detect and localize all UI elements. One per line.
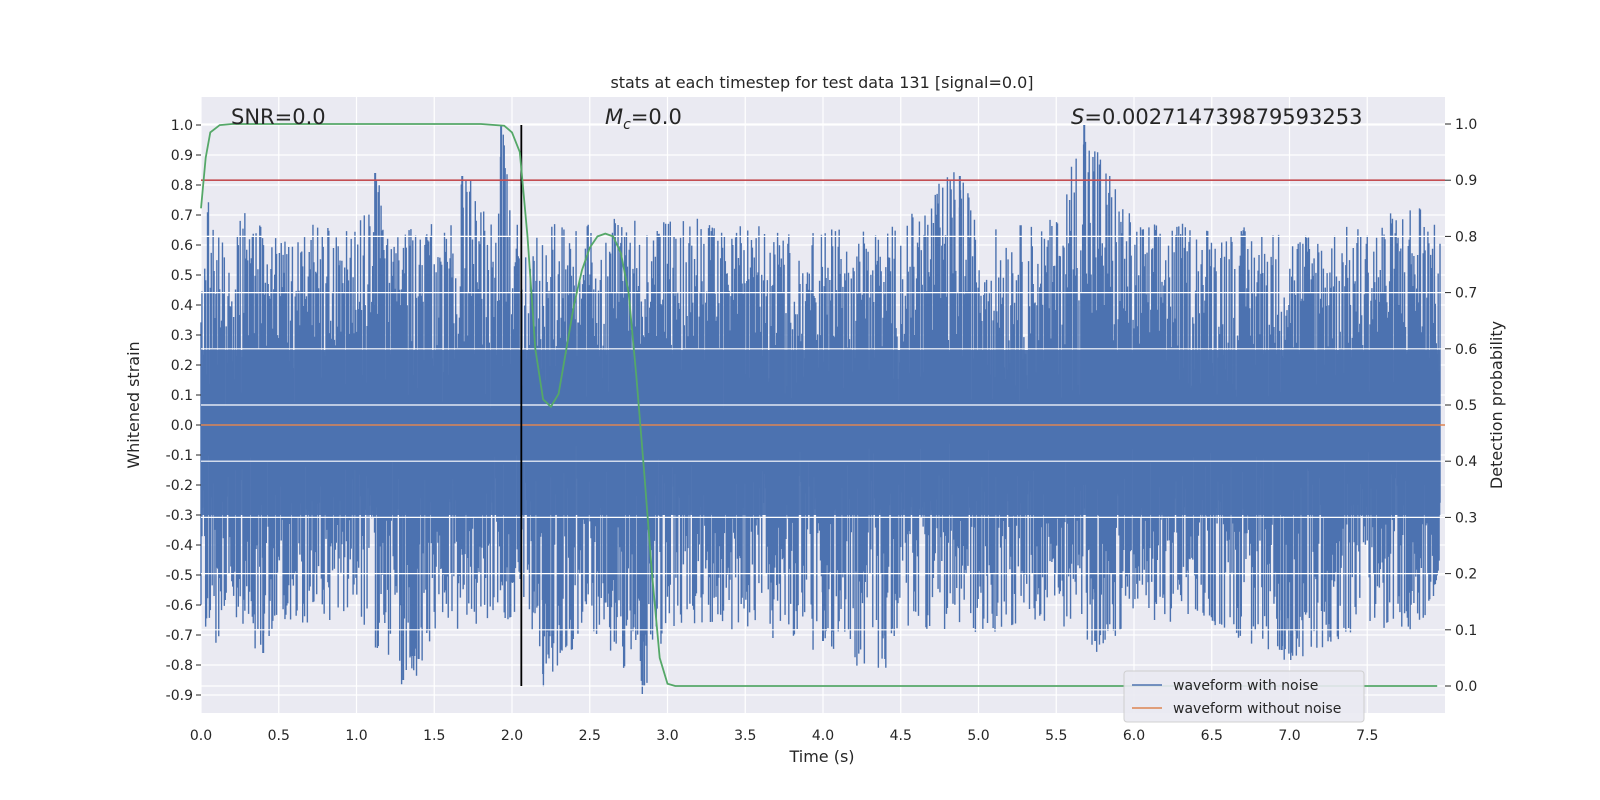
y2-tick-label: 1.0 [1455, 117, 1477, 133]
y-tick-label: 0.1 [171, 388, 193, 404]
x-tick-label: 3.5 [734, 728, 756, 744]
y2-tick-label: 0.9 [1455, 173, 1477, 189]
y2-tick-labels: 1.0 0.9 0.8 0.7 0.6 0.5 0.4 0.3 0.2 0.1 0.0 [1445, 117, 1477, 695]
y-tick-label: -0.1 [166, 448, 193, 464]
x-tick-label: 2.5 [579, 728, 601, 744]
legend: waveform with noise waveform without noi… [1123, 670, 1365, 723]
y2-axis-label: Detection probability [1487, 321, 1506, 489]
y-tick-label: -0.4 [166, 538, 193, 554]
y-tick-label: 0.0 [171, 418, 193, 434]
y-tick-label: -0.9 [166, 688, 193, 704]
y-tick-label: -0.3 [166, 508, 193, 524]
legend-box [1123, 670, 1365, 723]
y-tick-labels: 1.0 0.9 0.8 0.7 0.6 0.5 0.4 0.3 0.2 0.1 0.0 -0.1 -0.… [166, 118, 201, 704]
x-tick-label: 4.0 [812, 728, 834, 744]
reference-lines [201, 125, 1445, 686]
y2-tick-label: 0.2 [1455, 567, 1477, 583]
x-tick-label: 1.0 [345, 728, 367, 744]
y-tick-label: 0.4 [171, 298, 193, 314]
legend-label-noise: waveform with noise [1173, 678, 1318, 694]
x-tick-label: 1.5 [423, 728, 445, 744]
snr-annotation: SNR=0.0 [231, 105, 326, 129]
s-statistic-symbol: S [1071, 105, 1084, 129]
waveform-with-noise-series [200, 125, 1441, 694]
probability-curve [200, 123, 1438, 687]
y2-tick-label: 0.4 [1455, 454, 1477, 470]
x-tick-label: 3.0 [656, 728, 678, 744]
chart-title: stats at each timestep for test data 131… [610, 73, 1033, 92]
x-tick-label: 6.0 [1123, 728, 1145, 744]
y2-tick-label: 0.3 [1455, 510, 1477, 526]
y2-tick-label: 0.6 [1455, 342, 1477, 358]
legend-label-clean: waveform without noise [1173, 701, 1341, 717]
x-tick-label: 0.0 [190, 728, 212, 744]
y-tick-label: 0.3 [171, 328, 193, 344]
y-tick-label: -0.6 [166, 598, 193, 614]
y-tick-label: 0.5 [171, 268, 193, 284]
y2-tick-label: 0.7 [1455, 286, 1477, 302]
y-tick-label: 0.2 [171, 358, 193, 374]
y2-tick-label: 0.1 [1455, 623, 1477, 639]
chirp-mass-subscript: c [623, 117, 631, 133]
x-tick-label: 4.5 [890, 728, 912, 744]
y2-tick-label: 0.8 [1455, 229, 1477, 245]
y-tick-label: 0.7 [171, 208, 193, 224]
y-tick-label: -0.7 [166, 628, 193, 644]
x-tick-label: 7.0 [1278, 728, 1300, 744]
y-tick-label: 0.6 [171, 238, 193, 254]
x-tick-label: 5.5 [1045, 728, 1067, 744]
y2-tick-label: 0.5 [1455, 398, 1477, 414]
y-tick-label: 1.0 [171, 118, 193, 134]
y-tick-label: -0.2 [166, 478, 193, 494]
y-tick-label: -0.5 [166, 568, 193, 584]
y-tick-label: -0.8 [166, 658, 193, 674]
y-tick-label: 0.8 [171, 178, 193, 194]
s-statistic-value: =0.002714739879593253 [1084, 105, 1362, 129]
detection-probability-series [200, 123, 1438, 687]
x-tick-label: 6.5 [1201, 728, 1223, 744]
chirp-mass-symbol: M [605, 105, 623, 129]
x-tick-label: 5.0 [967, 728, 989, 744]
x-tick-labels: 0.0 0.5 1.0 1.5 2.0 2.5 3.0 3.5 4.0 4.5 5.0 5.5 6.0 6… [190, 728, 1379, 744]
x-axis-label: Time (s) [788, 747, 854, 766]
chirp-mass-value: =0.0 [631, 105, 682, 129]
y2-tick-label: 0.0 [1455, 679, 1477, 695]
x-tick-label: 2.0 [501, 728, 523, 744]
y-tick-label: 0.9 [171, 148, 193, 164]
x-tick-label: 7.5 [1356, 728, 1378, 744]
s-statistic-annotation: S=0.002714739879593253 [1071, 105, 1362, 129]
x-tick-label: 0.5 [268, 728, 290, 744]
y-axis-label: Whitened strain [124, 341, 143, 468]
noise-core-band [201, 350, 1441, 515]
chirp-mass-annotation: Mc=0.0 [605, 105, 682, 133]
